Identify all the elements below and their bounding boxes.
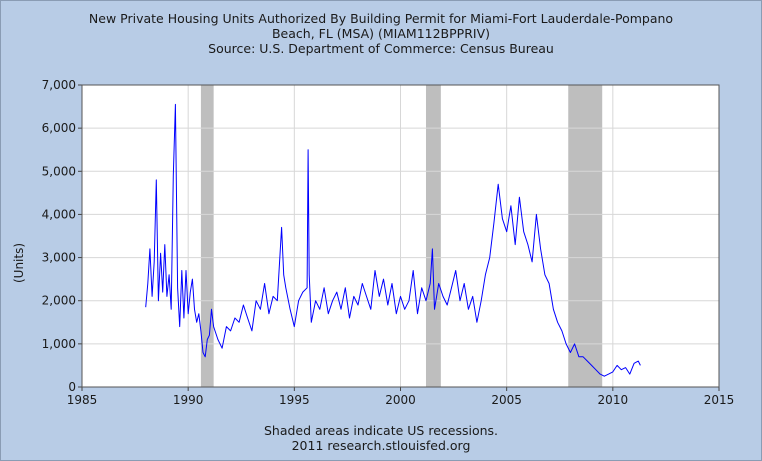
series-line-0 [145, 103, 641, 377]
y-tick-label-7000: 7,000 [42, 78, 76, 92]
y-tick-label-3000: 3,000 [42, 251, 76, 265]
plot-border [81, 84, 720, 388]
x-tick-label-2015: 2015 [704, 393, 735, 407]
x-tick-label-1990: 1990 [173, 393, 204, 407]
y-tick-label-4000: 4,000 [42, 207, 76, 221]
recession-band-0 [200, 85, 214, 387]
x-tick-label-1995: 1995 [279, 393, 310, 407]
y-tick-label-5000: 5,000 [42, 164, 76, 178]
chart-title-line-1: New Private Housing Units Authorized By … [88, 11, 674, 26]
x-tick-label-2005: 2005 [491, 393, 522, 407]
recession-layer [200, 85, 603, 387]
y-tick-label-6000: 6,000 [42, 121, 76, 135]
recession-band-1 [425, 85, 441, 387]
x-tick-label-2000: 2000 [385, 393, 416, 407]
y-tick-label-0: 0 [68, 380, 76, 394]
x-tick-label-1985: 1985 [67, 393, 98, 407]
x-tick-label-2010: 2010 [598, 393, 629, 407]
y-tick-label-2000: 2,000 [42, 294, 76, 308]
y-tick-label-1000: 1,000 [42, 337, 76, 351]
chart-credit: 2011 research.stlouisfed.org [291, 438, 471, 453]
recession-band-2 [568, 85, 603, 387]
chart-title-line-2: Beach, FL (MSA) (MIAM112BPPRIV) [271, 26, 491, 41]
chart-source: Source: U.S. Department of Commerce: Cen… [208, 41, 554, 56]
axis-layer: 0 1,000 2,000 3,000 4,000 5,000 6,000 7,000 1985… [42, 78, 735, 407]
y-axis-label: (Units) [12, 243, 26, 283]
recession-note: Shaded areas indicate US recessions. [263, 423, 499, 438]
series-layer [145, 103, 641, 377]
